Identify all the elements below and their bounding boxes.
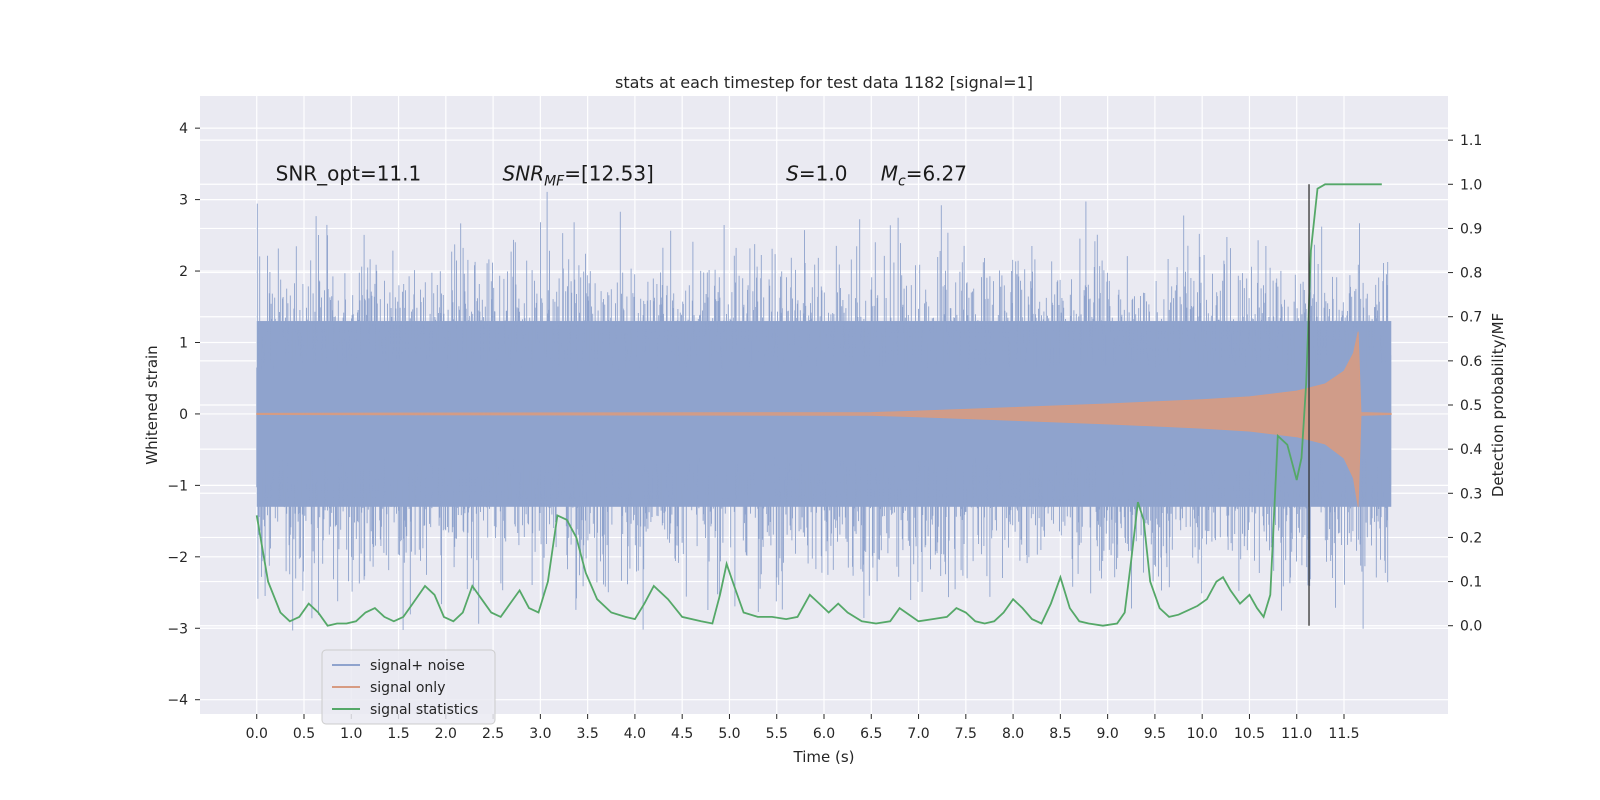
annotations: SNR_opt=11.1 SNRMF=[12.53] S=1.0 Mc=6.27 bbox=[276, 161, 967, 189]
annotation-3: Mc=6.27 bbox=[881, 161, 967, 189]
y-right-tick-label: 0.6 bbox=[1460, 354, 1482, 370]
y-right-tick-label: 0.0 bbox=[1460, 619, 1482, 635]
x-axis-label: Time (s) bbox=[793, 748, 855, 766]
tick-labels: 0.0 0.5 1.0 1.5 2.0 2.5 3.0 3.5 4.0 4.5 5.0 5.5 6.0 6… bbox=[167, 121, 1482, 742]
x-tick-label: 2.5 bbox=[482, 726, 504, 742]
x-tick-label: 0.0 bbox=[246, 726, 268, 742]
x-tick-label: 10.5 bbox=[1234, 726, 1265, 742]
legend-label-signal-only: signal only bbox=[370, 680, 445, 696]
x-tick-label: 9.0 bbox=[1097, 726, 1119, 742]
y-right-tick-label: 0.8 bbox=[1460, 266, 1482, 282]
y-right-tick-label: 0.4 bbox=[1460, 442, 1482, 458]
y-right-tick-label: 0.1 bbox=[1460, 575, 1482, 591]
signal-only-series bbox=[256, 331, 1392, 507]
signal-statistics-line bbox=[255, 183, 1382, 627]
y-right-tick-label: 0.7 bbox=[1460, 310, 1482, 326]
y-tick-label: −3 bbox=[167, 621, 188, 637]
y-tick-label: 1 bbox=[179, 335, 188, 351]
x-tick-label: 7.0 bbox=[907, 726, 929, 742]
x-tick-label: 8.0 bbox=[1002, 726, 1024, 742]
x-tick-label: 0.5 bbox=[293, 726, 315, 742]
annotation-1: SNRMF=[12.53] bbox=[503, 161, 654, 189]
x-tick-label: 9.5 bbox=[1144, 726, 1166, 742]
y-right-tick-label: 1.0 bbox=[1460, 177, 1482, 193]
signal-statistics-series bbox=[255, 183, 1382, 627]
x-tick-label: 4.5 bbox=[671, 726, 693, 742]
legend-box bbox=[321, 649, 496, 725]
legend-label-signal-noise: signal+ noise bbox=[370, 658, 465, 674]
x-tick-label: 8.5 bbox=[1049, 726, 1071, 742]
legend: signal+ noise signal only signal statist… bbox=[321, 649, 496, 725]
x-tick-label: 5.5 bbox=[766, 726, 788, 742]
y-tick-label: 4 bbox=[179, 121, 188, 137]
y-right-tick-label: 0.3 bbox=[1460, 486, 1482, 502]
y-right-tick-label: 0.9 bbox=[1460, 221, 1482, 237]
x-tick-label: 1.5 bbox=[387, 726, 409, 742]
x-tick-label: 11.0 bbox=[1281, 726, 1312, 742]
signal-only-envelope bbox=[256, 331, 1392, 507]
x-tick-label: 6.5 bbox=[860, 726, 882, 742]
y-tick-label: −4 bbox=[167, 693, 188, 709]
x-tick-label: 4.0 bbox=[624, 726, 646, 742]
x-tick-label: 5.0 bbox=[718, 726, 740, 742]
x-tick-label: 7.5 bbox=[955, 726, 977, 742]
y-tick-label: 0 bbox=[179, 407, 188, 423]
annotation-0: SNR_opt=11.1 bbox=[276, 161, 422, 185]
y-axis-right-label: Detection probability/MF bbox=[1489, 313, 1507, 497]
y-tick-label: 3 bbox=[179, 193, 188, 209]
x-tick-label: 2.0 bbox=[435, 726, 457, 742]
x-tick-label: 3.0 bbox=[529, 726, 551, 742]
x-tick-label: 6.0 bbox=[813, 726, 835, 742]
y-axis-label: Whitened strain bbox=[143, 345, 161, 464]
chart-title: stats at each timestep for test data 118… bbox=[615, 73, 1033, 92]
x-tick-label: 11.5 bbox=[1328, 726, 1359, 742]
x-tick-label: 3.5 bbox=[577, 726, 599, 742]
legend-label-signal-statistics: signal statistics bbox=[370, 702, 478, 718]
y-right-tick-label: 0.5 bbox=[1460, 398, 1482, 414]
annotation-2: S=1.0 bbox=[786, 161, 847, 185]
y-tick-label: −1 bbox=[167, 478, 188, 494]
x-tick-label: 10.0 bbox=[1187, 726, 1218, 742]
y-right-tick-label: 1.1 bbox=[1460, 133, 1482, 149]
y-right-tick-label: 0.2 bbox=[1460, 530, 1482, 546]
x-tick-label: 1.0 bbox=[340, 726, 362, 742]
y-tick-label: 2 bbox=[179, 264, 188, 280]
y-tick-label: −2 bbox=[167, 550, 188, 566]
